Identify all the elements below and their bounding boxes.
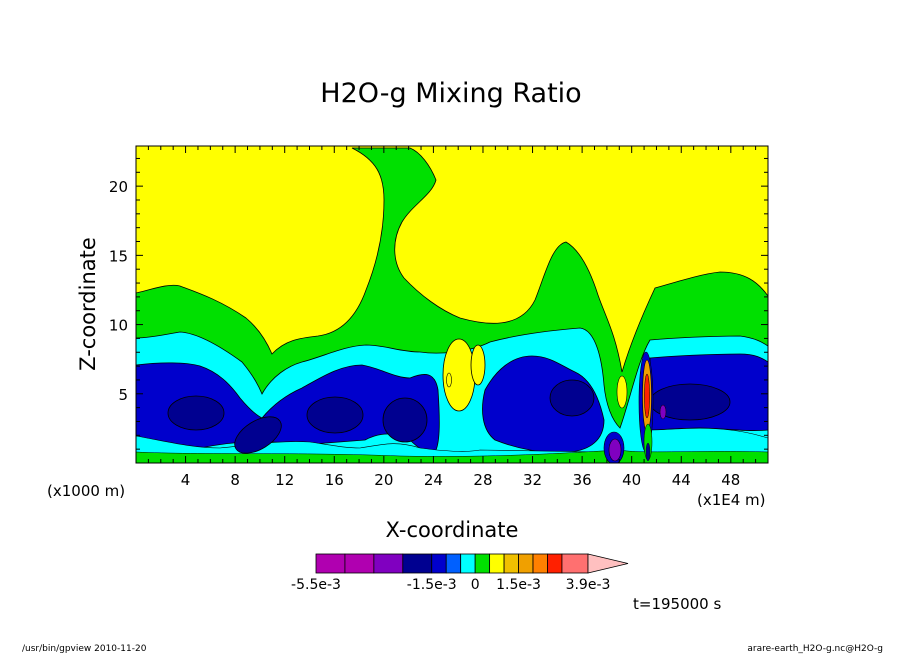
colorbar-cell — [518, 553, 534, 574]
colorbar-extend-arrow — [587, 553, 629, 574]
x-unit-label: (x1000 m) — [47, 482, 125, 500]
y-tick-label: 10 — [109, 317, 128, 335]
x-tick-label: 44 — [672, 471, 691, 489]
pocket-purple-bottom — [608, 438, 622, 462]
colorbar-label: 1.5e-3 — [496, 577, 541, 593]
cell-dark-1 — [167, 395, 225, 431]
pocket-purple-right — [659, 404, 667, 420]
plume-dark-base — [645, 442, 651, 462]
chart-title: H2O-g Mixing Ratio — [320, 78, 581, 109]
contour-field — [136, 146, 768, 463]
x-tick-label: 48 — [721, 471, 740, 489]
colorbar-cell — [344, 553, 375, 574]
x-axis-label: X-coordinate — [386, 518, 519, 542]
colorbar-label: 0 — [471, 577, 480, 593]
plot-frame — [135, 145, 769, 464]
x-tick-label: 12 — [275, 471, 294, 489]
colorbar-cell — [445, 553, 462, 574]
x-tick-label: 16 — [325, 471, 344, 489]
cell-dark-5 — [549, 379, 595, 417]
colorbar-label: -5.5e-3 — [291, 577, 341, 593]
pocket-yellow-3 — [446, 372, 452, 388]
colorbar-labels: -5.5e-3 -1.5e-3 0 1.5e-3 3.9e-3 — [291, 577, 610, 593]
x-tick-label: 36 — [573, 471, 592, 489]
y-axis: 5 10 15 20 — [109, 157, 768, 450]
cell-dark-4 — [382, 397, 428, 443]
footer-left: /usr/bin/gpview 2010-11-20 — [22, 644, 147, 654]
colorbar-cell — [503, 553, 519, 574]
x-tick-label: 20 — [374, 471, 393, 489]
x-axis: 4 8 12 16 20 24 28 32 36 40 44 48 — [147, 146, 757, 489]
colorbar — [315, 553, 629, 574]
x-tick-label: 4 — [181, 471, 191, 489]
colorbar-cell — [474, 553, 491, 574]
plume-red — [644, 373, 650, 419]
colorbar-cell — [547, 553, 563, 574]
x-tick-label: 8 — [230, 471, 240, 489]
colorbar-cell — [373, 553, 404, 574]
colorbar-label: 3.9e-3 — [566, 577, 611, 593]
x-tick-label: 24 — [424, 471, 443, 489]
x-tick-label: 40 — [622, 471, 641, 489]
x-tick-label: 32 — [523, 471, 542, 489]
x-scale-note: (x1E4 m) — [697, 491, 766, 509]
y-axis-label: Z-coordinate — [76, 237, 100, 371]
colorbar-cell — [532, 553, 548, 574]
y-tick-label: 15 — [109, 247, 128, 265]
colorbar-cell — [431, 553, 447, 574]
time-label: t=195000 s — [633, 595, 721, 613]
pocket-yellow-2 — [470, 344, 486, 386]
colorbar-cell — [460, 553, 476, 574]
colorbar-cell — [315, 553, 346, 574]
colorbar-cell — [402, 553, 433, 574]
colorbar-cell — [489, 553, 505, 574]
y-tick-label: 5 — [118, 386, 128, 404]
cell-dark-2 — [234, 416, 282, 454]
colorbar-label: -1.5e-3 — [407, 577, 457, 593]
footer-right: arare-earth_H2O-g.nc@H2O-g — [747, 644, 883, 654]
colorbar-cell — [561, 553, 589, 574]
pocket-yellow-4 — [616, 375, 628, 409]
x-tick-label: 28 — [473, 471, 492, 489]
cell-dark-3 — [306, 396, 364, 434]
y-tick-label: 20 — [109, 178, 128, 196]
